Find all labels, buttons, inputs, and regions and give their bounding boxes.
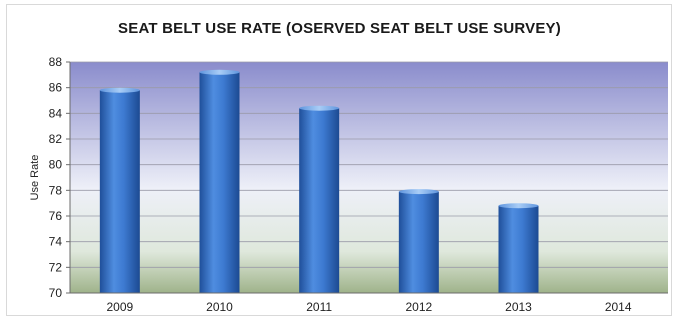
x-tick-label: 2012 bbox=[405, 300, 432, 314]
x-tick-label: 2009 bbox=[106, 300, 133, 314]
bar-cap bbox=[398, 189, 439, 195]
bar-cap bbox=[498, 203, 539, 209]
chart-title: SEAT BELT USE RATE (OSERVED SEAT BELT US… bbox=[118, 20, 561, 37]
bar bbox=[398, 189, 439, 293]
y-tick-label: 70 bbox=[49, 286, 63, 300]
x-tick-label: 2013 bbox=[505, 300, 532, 314]
y-tick-label: 88 bbox=[49, 55, 63, 69]
bar-body bbox=[498, 205, 539, 293]
y-tick-label: 86 bbox=[49, 81, 63, 95]
bar-body bbox=[199, 72, 240, 294]
plot-area bbox=[70, 62, 668, 293]
bar bbox=[99, 87, 140, 293]
x-tick-label: 2010 bbox=[206, 300, 233, 314]
x-tick-label: 2014 bbox=[605, 300, 632, 314]
x-tick-label: 2011 bbox=[306, 300, 332, 314]
gridlines bbox=[70, 61, 668, 294]
y-tick-label: 78 bbox=[49, 183, 63, 197]
y-tick-label: 74 bbox=[49, 235, 63, 249]
bar-body bbox=[299, 108, 340, 293]
y-tick-label: 80 bbox=[49, 158, 63, 172]
y-tick-label: 72 bbox=[49, 260, 63, 274]
bars bbox=[99, 69, 539, 294]
bar-body bbox=[99, 90, 140, 293]
bar-cap bbox=[299, 105, 340, 111]
y-axis-label: Use Rate bbox=[29, 155, 41, 201]
bar-cap bbox=[99, 87, 140, 93]
y-tick-label: 76 bbox=[49, 209, 63, 223]
y-tick-label: 84 bbox=[49, 106, 63, 120]
y-tick-label: 82 bbox=[49, 132, 63, 146]
y-axis: 70 72 74 76 78 80 82 84 86 88 bbox=[49, 55, 71, 300]
bar bbox=[498, 203, 539, 293]
bar bbox=[299, 105, 340, 293]
bar-cap bbox=[199, 69, 240, 75]
bar-body bbox=[398, 191, 439, 293]
bar bbox=[199, 69, 240, 294]
x-axis: 2009 2010 2011 2012 2013 2014 bbox=[70, 292, 668, 314]
